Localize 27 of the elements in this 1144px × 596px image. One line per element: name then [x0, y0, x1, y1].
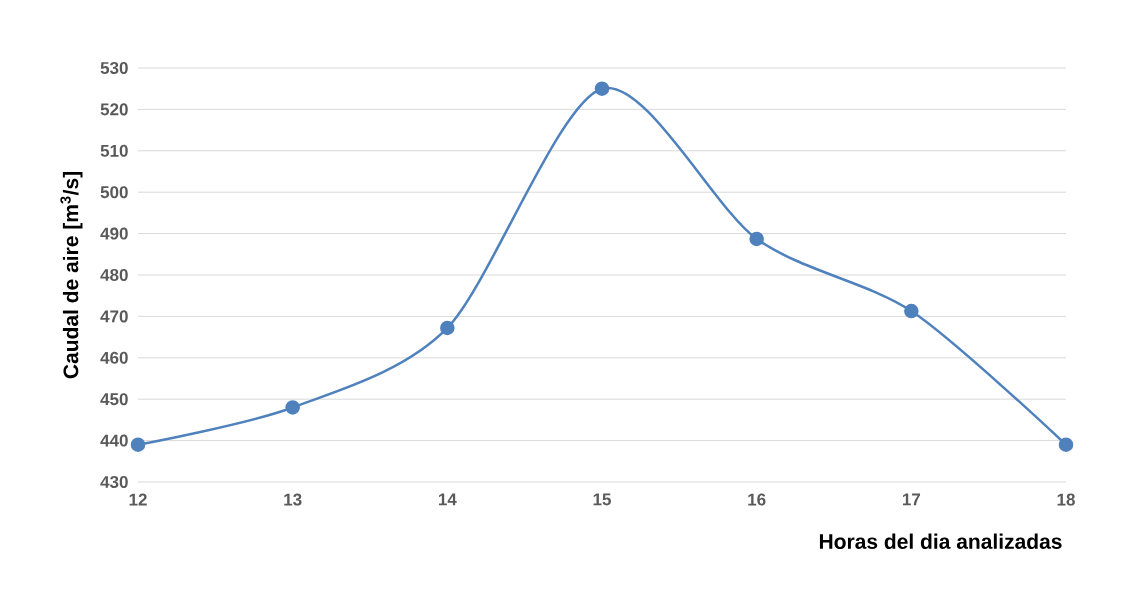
y-tick-label: 480	[100, 268, 128, 282]
x-tick-label: 18	[1057, 493, 1075, 506]
x-tick-label: 16	[748, 493, 766, 506]
x-axis-title: Horas del dia analizadas	[819, 533, 1062, 549]
point	[594, 81, 610, 96]
point	[1058, 437, 1074, 452]
y-tick-label: 530	[100, 61, 128, 75]
y-tick-label: 450	[100, 393, 128, 406]
point	[904, 303, 919, 319]
y-tick-label: 430	[100, 475, 128, 489]
y-tick-label: 520	[100, 103, 128, 116]
y-tick-label: 510	[100, 144, 128, 157]
x-tick-label: 15	[593, 493, 611, 506]
x-tick-label: 14	[438, 493, 457, 506]
point	[440, 320, 455, 336]
y-tick-label: 460	[100, 351, 128, 364]
y-tick-label: 490	[100, 227, 128, 240]
y-tick-label: 500	[100, 186, 128, 199]
point	[749, 231, 764, 247]
x-tick-label: 12	[129, 493, 147, 506]
point	[285, 400, 300, 415]
y-tick-label: 440	[100, 434, 128, 447]
y-tick-label: 470	[100, 310, 128, 323]
point	[130, 437, 146, 452]
x-tick-label: 17	[902, 493, 921, 506]
y-axis-title: Caudal de aire [m$^{3}$/s]	[60, 172, 83, 379]
x-tick-label: 13	[284, 493, 302, 506]
